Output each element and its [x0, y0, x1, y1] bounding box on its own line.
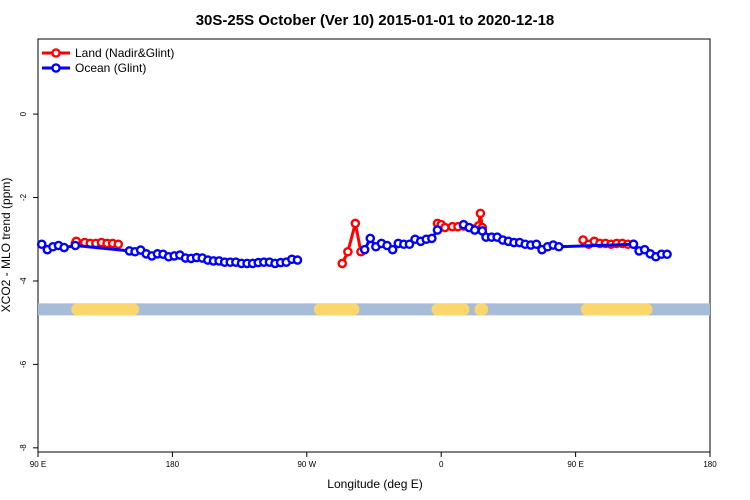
data-point [404, 239, 415, 250]
x-tick-label: 0 [439, 460, 444, 469]
data-point [662, 249, 672, 260]
x-tick-label: 180 [166, 460, 180, 469]
x-tick-label: 180 [703, 460, 717, 469]
legend-label: Ocean (Glint) [75, 61, 146, 75]
series-layer [36, 208, 672, 269]
x-axis-ticks: 90 E 180 90 W 0 90 E 180 [30, 452, 717, 469]
chart-title: 30S-25S October (Ver 10) 2015-01-01 to 2… [196, 12, 555, 29]
y-tick-label: -6 [19, 360, 28, 368]
data-point [36, 239, 47, 250]
data-point [475, 208, 486, 219]
data-point [113, 239, 124, 250]
data-point [628, 239, 639, 250]
x-tick-label: 90 E [30, 460, 46, 469]
legend-item-land: Land (Nadir&Glint) [42, 46, 174, 60]
data-point [337, 258, 348, 269]
data-point [440, 222, 450, 233]
data-point [70, 240, 81, 251]
data-point [359, 244, 370, 255]
data-point [387, 244, 398, 255]
data-point [292, 255, 303, 265]
data-point [469, 225, 480, 235]
legend-item-ocean: Ocean (Glint) [42, 61, 146, 75]
data-point [531, 239, 542, 250]
data-point [427, 233, 437, 244]
data-point [432, 225, 443, 235]
y-tick-label: -8 [19, 444, 28, 452]
x-tick-label: 90 W [297, 460, 316, 469]
data-point [365, 233, 376, 244]
y-axis-ticks: 0 -2 -4 -6 -8 [19, 111, 38, 451]
legend-swatch-marker [51, 48, 61, 58]
y-axis-label: XCO2 - MLO trend (ppm) [0, 178, 13, 313]
legend-swatch-marker [51, 63, 61, 73]
legend-label: Land (Nadir&Glint) [75, 46, 174, 60]
x-axis-label: Longitude (deg E) [327, 477, 422, 491]
series-ocean [36, 219, 672, 269]
series-line [340, 223, 363, 265]
data-point [350, 218, 361, 229]
y-tick-label: -2 [19, 193, 28, 201]
y-tick-label: -4 [19, 277, 28, 285]
y-tick-label: 0 [19, 111, 28, 116]
x-tick-label: 90 E [567, 460, 583, 469]
data-point [343, 246, 353, 257]
legend: Land (Nadir&Glint)Ocean (Glint) [42, 46, 174, 75]
data-point [59, 242, 69, 253]
data-point [554, 241, 564, 252]
